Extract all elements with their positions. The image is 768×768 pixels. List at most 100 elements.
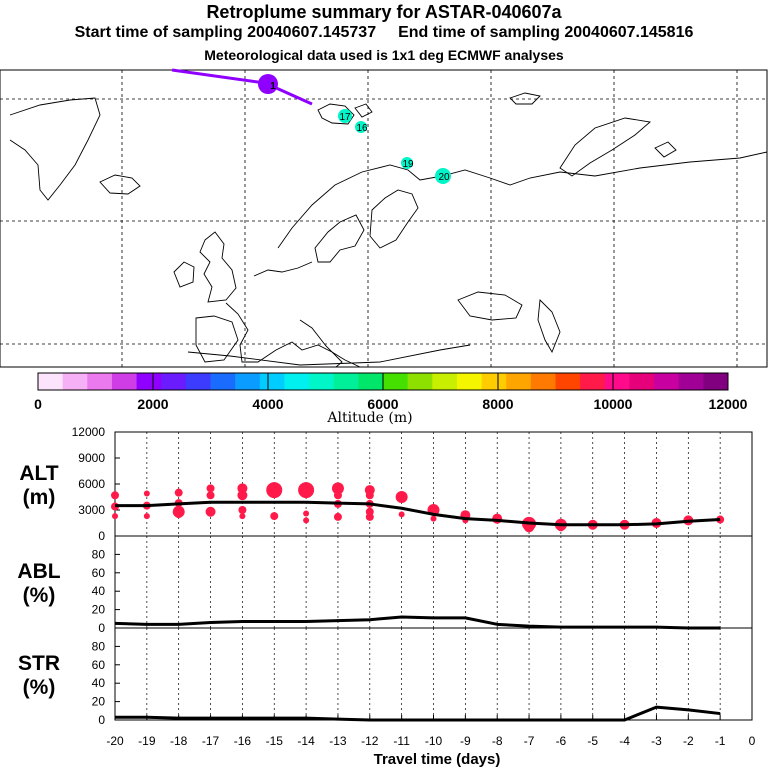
altitude-dot — [430, 515, 437, 522]
y-tick-label: 6000 — [78, 477, 105, 491]
map-panel: 1 17 16 19 20 — [0, 68, 768, 368]
colorbar-cell — [530, 373, 556, 390]
x-tick-label: 0 — [749, 734, 756, 748]
x-tick-label: -9 — [460, 734, 471, 748]
colorbar-cell — [333, 373, 359, 390]
x-tick-label: -3 — [651, 734, 662, 748]
start-time-label: Start time of sampling 20040607.145737 — [74, 24, 377, 41]
trajectory-label-1: 1 — [270, 81, 276, 92]
y-tick-label: 60 — [92, 566, 106, 580]
colorbar-cell — [407, 373, 433, 390]
altitude-dot — [395, 491, 408, 503]
colorbar-cell — [383, 373, 409, 390]
colorbar-cell — [654, 373, 680, 390]
x-tick-label: -15 — [266, 734, 284, 748]
y-axis-label: ABL — [17, 560, 60, 583]
altitude-dot — [174, 488, 183, 497]
trajectory-marker-19 — [401, 157, 413, 169]
altitude-dot — [331, 482, 344, 495]
altitude-dot — [172, 505, 185, 518]
y-tick-label: 20 — [92, 603, 106, 617]
altitude-dot — [206, 491, 215, 500]
colorbar-cell — [259, 373, 285, 390]
met-data-label: Meteorological data used is 1x1 deg ECMW… — [204, 47, 564, 63]
colorbar-cell — [87, 373, 113, 390]
colorbar-cell — [185, 373, 211, 390]
colorbar-cell — [284, 373, 310, 390]
colorbar-tick-label: 2000 — [137, 396, 168, 412]
series-line-str — [115, 705, 721, 722]
altitude-dot — [143, 490, 150, 497]
x-tick-label: -1 — [715, 734, 726, 748]
y-tick-label: 3000 — [78, 503, 105, 517]
y-tick-label: 0 — [98, 529, 105, 543]
coastlines — [9, 92, 768, 368]
colorbar-cell — [678, 373, 704, 390]
altitude-dot — [266, 482, 283, 499]
altitude-dot — [175, 512, 182, 519]
colorbar-cell — [580, 373, 606, 390]
colorbar-tick-label: 4000 — [252, 396, 283, 412]
y-axis-label: STR — [18, 652, 60, 675]
end-time-label: End time of sampling 20040607.145816 — [398, 24, 694, 41]
panel-alt: 0 3000 6000 9000 12000 ALT(m) — [19, 425, 753, 543]
series-line-abl — [114, 615, 721, 630]
colorbar: 0 2000 4000 6000 8000 10000 12000 Altitude (m) — [34, 372, 748, 426]
colorbar-cell — [456, 373, 483, 390]
altitude-dot — [143, 513, 150, 520]
altitude-dot — [398, 511, 405, 518]
x-tick-label: -17 — [202, 734, 220, 748]
x-tick-label: -2 — [683, 734, 694, 748]
x-tick-label: -8 — [492, 734, 503, 748]
colorbar-cell — [136, 373, 162, 390]
colorbar-tick-labels: 0 2000 4000 6000 8000 10000 12000 — [34, 396, 748, 412]
trajectory-label-17: 17 — [339, 112, 351, 123]
trajectory: 1 17 16 19 20 — [171, 68, 451, 184]
altitude-dot — [270, 512, 279, 521]
altitude-dot — [303, 510, 310, 517]
colorbar-cell — [62, 373, 88, 390]
y-tick-label: 60 — [92, 658, 106, 672]
y-tick-label: 40 — [92, 676, 106, 690]
trajectory-marker-17 — [338, 109, 352, 123]
colorbar-cell — [235, 373, 261, 390]
x-tick-label: -13 — [329, 734, 347, 748]
colorbar-cells — [38, 373, 729, 390]
trajectory-label-16: 16 — [356, 123, 368, 134]
colorbar-ticks — [37, 373, 729, 390]
colorbar-cell — [703, 373, 729, 390]
colorbar-cell — [432, 373, 458, 390]
altitude-dot — [239, 513, 246, 520]
y-tick-label: 80 — [92, 639, 106, 653]
altitude-dot — [365, 512, 374, 521]
altitude-dot — [111, 491, 119, 500]
altitude-dot — [333, 512, 342, 521]
colorbar-tick-label: 10000 — [594, 396, 633, 412]
colorbar-label: Altitude (m) — [326, 410, 412, 426]
x-tick-label: -5 — [587, 734, 598, 748]
altitude-dot — [524, 522, 535, 533]
y-tick-label: 40 — [92, 584, 106, 598]
trajectory-label-20: 20 — [438, 172, 450, 183]
series-line-alt — [115, 500, 721, 527]
colorbar-tick-label: 8000 — [482, 396, 513, 412]
trajectory-marker-20 — [435, 168, 451, 184]
x-tick-label: -12 — [361, 734, 379, 748]
altitude-dot — [333, 491, 342, 500]
y-tick-label: 12000 — [72, 425, 106, 439]
panel-abl: 0 20 40 60 80 ABL(%) — [17, 535, 753, 635]
x-axis: -20 -19 -18 -17 -16 -15 -14 -13 -12 -11 -10 -9 -8 -7-… — [106, 715, 756, 748]
x-tick-label: -18 — [170, 734, 188, 748]
x-tick-label: -14 — [297, 734, 315, 748]
y-tick-label: 0 — [98, 713, 105, 727]
colorbar-cell — [309, 373, 335, 390]
trajectory-marker-16 — [355, 121, 367, 133]
colorbar-cell — [506, 373, 532, 390]
timeseries-panels: 030006000900012000ALT(m)020406080ABL(%)0… — [17, 425, 753, 727]
colorbar-tick-label: 0 — [34, 396, 42, 412]
colorbar-tick-label: 6000 — [367, 396, 398, 412]
x-tick-label: -11 — [393, 734, 410, 748]
y-axis-label: ALT — [19, 462, 58, 485]
x-tick-label: -10 — [425, 734, 443, 748]
